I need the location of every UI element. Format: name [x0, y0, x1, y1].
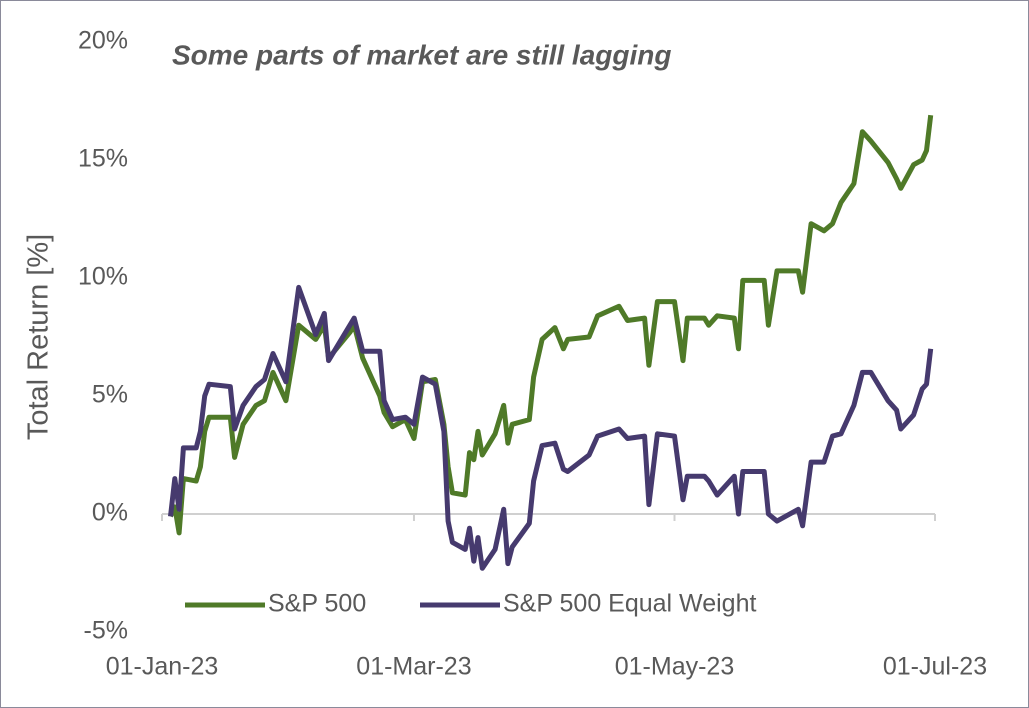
y-axis-label: Total Return [%]: [23, 234, 55, 440]
y-tick-label: -5%: [84, 617, 128, 645]
series-line: [168, 284, 934, 571]
x-tick-label: 01-Jan-23: [106, 653, 219, 681]
x-tick-label: 01-May-23: [615, 653, 735, 681]
chart-title: Some parts of market are still lagging: [172, 39, 671, 70]
legend-label: S&P 500 Equal Weight: [503, 590, 756, 618]
legend-label: S&P 500: [268, 590, 366, 618]
series-line: [168, 114, 934, 536]
y-tick-label: 10%: [78, 263, 128, 291]
x-tick-label: 01-Mar-23: [356, 653, 471, 681]
y-tick-label: 20%: [78, 27, 128, 55]
y-tick-label: 5%: [92, 381, 128, 409]
x-tick-label: 01-Jul-23: [883, 653, 987, 681]
y-tick-label: 15%: [78, 145, 128, 173]
y-tick-label: 0%: [92, 499, 128, 527]
